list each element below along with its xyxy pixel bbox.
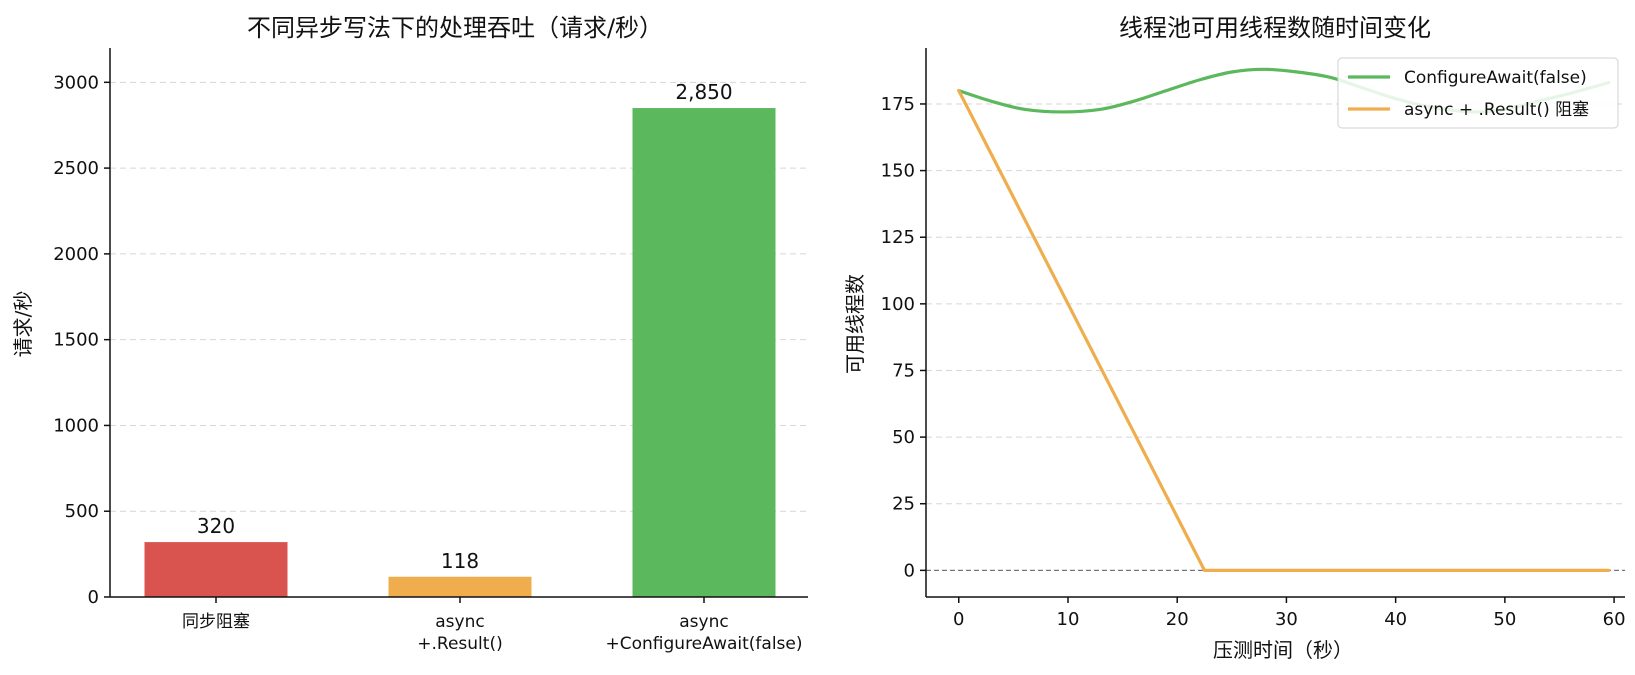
line-x-tick-label: 10 bbox=[1057, 609, 1080, 630]
line-y-tick-label: 175 bbox=[881, 94, 915, 115]
bar-chart-panel: 不同异步写法下的处理吞吐（请求/秒） 请求/秒 0 500 1000 1500 2000… bbox=[11, 14, 808, 654]
legend-label: async + .Result() 阻塞 bbox=[1404, 100, 1589, 120]
bar-chart-title: 不同异步写法下的处理吞吐（请求/秒） bbox=[247, 14, 663, 42]
line-y-tick-label: 100 bbox=[881, 294, 915, 315]
bar-y-tick-label: 1000 bbox=[53, 415, 99, 436]
bar-y-tick-label: 0 bbox=[88, 587, 99, 608]
line-chart-grid bbox=[926, 103, 1625, 505]
bar-y-tick-label: 1500 bbox=[53, 330, 99, 351]
legend-label: ConfigureAwait(false) bbox=[1404, 68, 1587, 88]
bar-y-tick-label: 500 bbox=[65, 501, 99, 522]
bar-y-tick-label: 2000 bbox=[53, 244, 99, 265]
bar-category-label: async bbox=[435, 612, 484, 632]
line-chart-panel: 线程池可用线程数随时间变化 可用线程数 压测时间（秒） 025507510012… bbox=[843, 14, 1626, 662]
bar-category-label: +ConfigureAwait(false) bbox=[606, 634, 803, 654]
bar-chart-category-labels: 同步阻塞 async+.Result()async+ConfigureAwait(… bbox=[182, 597, 803, 654]
series-line-result-blocking bbox=[957, 89, 1611, 572]
bar-y-tick-label: 2500 bbox=[53, 158, 99, 179]
line-y-tick-label: 75 bbox=[892, 360, 915, 381]
bar bbox=[144, 542, 288, 597]
line-x-tick-label: 20 bbox=[1166, 609, 1189, 630]
bar-value-label: 320 bbox=[197, 514, 235, 538]
line-y-tick-label: 150 bbox=[881, 161, 915, 182]
line-x-tick-label: 0 bbox=[953, 609, 964, 630]
line-chart-y-axis-label: 可用线程数 bbox=[843, 274, 867, 374]
line-y-tick-label: 125 bbox=[881, 227, 915, 248]
line-chart-x-axis-label: 压测时间（秒） bbox=[1213, 638, 1353, 662]
line-chart-y-ticks: 0 25 50 75 100 125 150 175 bbox=[881, 94, 926, 581]
bar-chart-y-axis-label: 请求/秒 bbox=[11, 291, 35, 358]
bar-y-tick-label: 3000 bbox=[53, 72, 99, 93]
line-y-tick-label: 25 bbox=[892, 494, 915, 515]
bar bbox=[632, 108, 776, 597]
bar-value-label: 2,850 bbox=[675, 80, 732, 104]
line-chart-x-ticks: 0 10 20 30 40 50 60 bbox=[953, 597, 1626, 630]
bar-value-label: 118 bbox=[441, 549, 479, 573]
line-x-tick-label: 60 bbox=[1603, 609, 1626, 630]
bar-category-label: +.Result() bbox=[417, 634, 502, 654]
bar-chart-bars bbox=[144, 108, 776, 597]
line-chart-series bbox=[957, 67, 1611, 572]
bar-category-label: async bbox=[679, 612, 728, 632]
line-y-tick-label: 50 bbox=[892, 427, 915, 448]
bar-chart-value-labels: 320 118 2,850 bbox=[197, 80, 733, 573]
line-x-tick-label: 50 bbox=[1493, 609, 1516, 630]
line-x-tick-label: 30 bbox=[1275, 609, 1298, 630]
bar bbox=[388, 576, 532, 597]
line-y-tick-label: 0 bbox=[904, 560, 915, 581]
bar-category-label: 同步阻塞 bbox=[182, 612, 250, 632]
legend-box bbox=[1337, 57, 1619, 129]
bar-chart-y-ticks: 0 500 1000 1500 2000 2500 3000 bbox=[53, 72, 110, 608]
line-chart-title: 线程池可用线程数随时间变化 bbox=[1119, 14, 1431, 42]
line-x-tick-label: 40 bbox=[1384, 609, 1407, 630]
line-chart-legend: ConfigureAwait(false) async + .Result() 阻… bbox=[1337, 57, 1619, 129]
